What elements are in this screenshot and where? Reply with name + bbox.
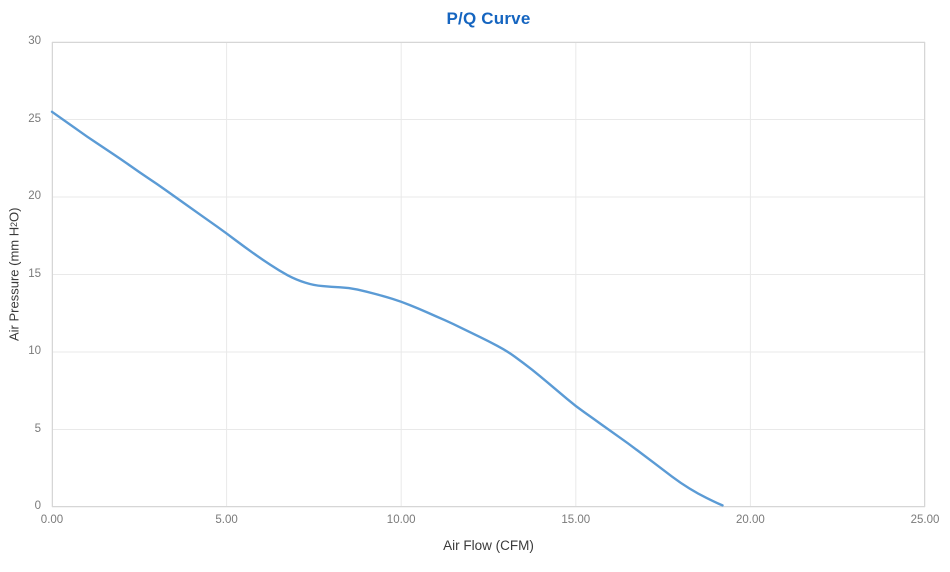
y-tick-label: 10 [28,345,41,357]
x-tick-label: 15.00 [561,514,591,526]
y-axis-title-suffix: O) [6,207,22,223]
y-tick-label: 15 [28,267,41,280]
pq-curve-line [50,110,724,507]
y-axis-title: Air Pressure (mm H 2 O) [0,42,28,507]
y-tick-label: 30 [28,35,41,47]
y-tick-label: 5 [34,422,41,435]
x-tick-label: 5.00 [215,514,238,526]
y-axis-title-prefix: Air Pressure (mm H [6,227,22,342]
x-tick-label: 20.00 [736,514,765,526]
y-tick-label: 0 [34,500,41,512]
x-axis-title: Air Flow (CFM) [443,538,534,553]
x-tick-label: 0.00 [40,514,64,526]
y-axis-title-subscript: 2 [9,222,19,228]
y-tick-label: 20 [28,190,41,202]
chart-title: P/Q Curve [446,9,531,28]
x-tick-label: 10.00 [386,514,416,526]
y-tick-label: 25 [28,112,41,125]
plot-border [52,42,925,507]
x-tick-label: 25.00 [910,514,940,526]
